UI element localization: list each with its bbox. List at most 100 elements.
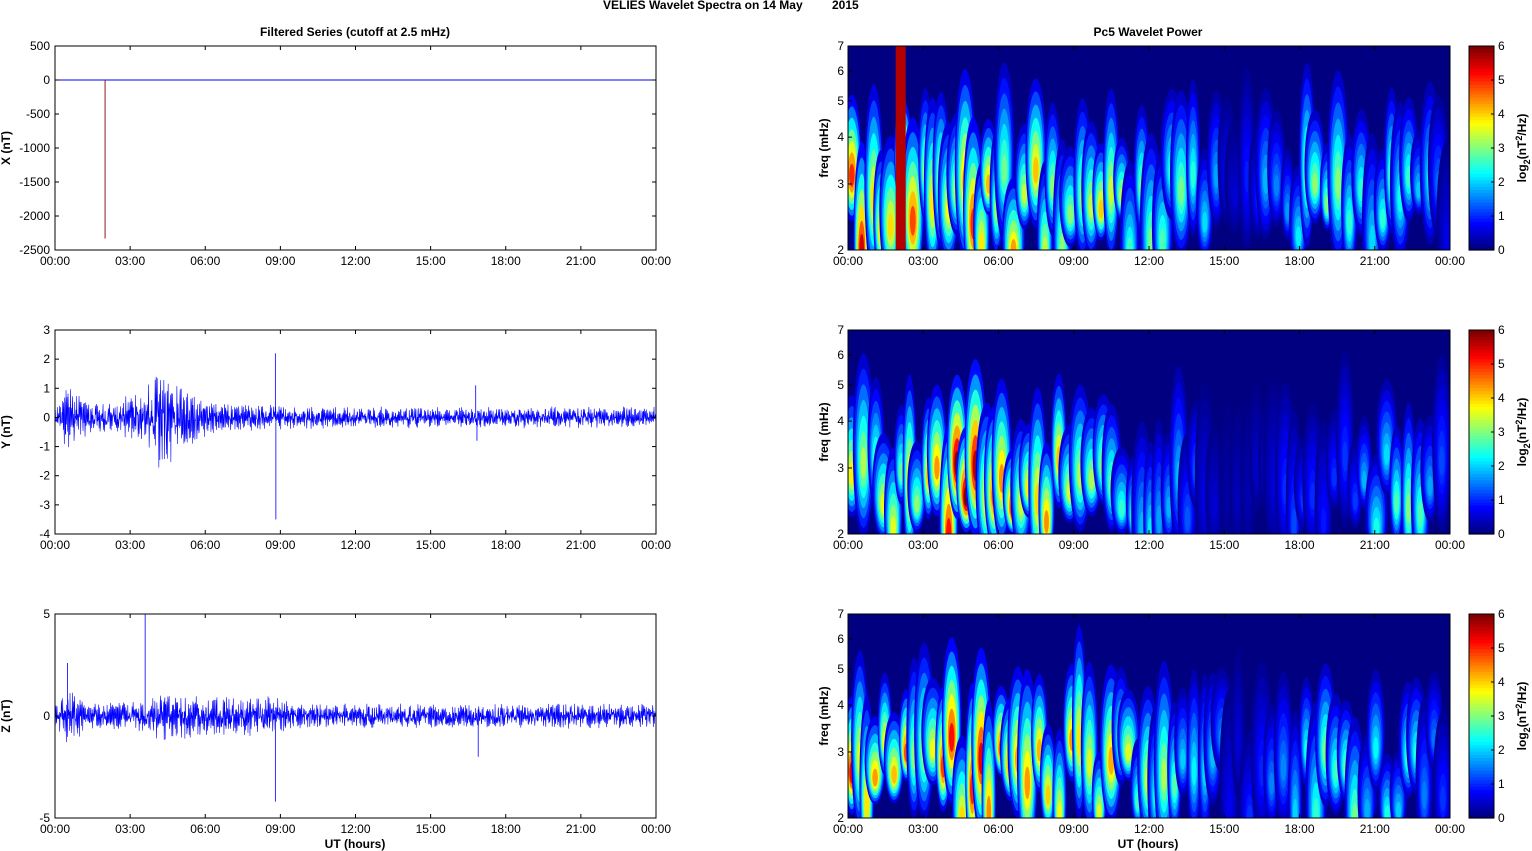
panel-z-wavelet-xtick-label: 12:00: [1134, 822, 1164, 836]
panel-y-wavelet-power-blob: [1439, 445, 1445, 476]
panel-y-wavelet-colorbar-cell: [1469, 489, 1494, 494]
panel-z-wavelet-colorbar-cell: [1469, 712, 1494, 717]
panel-x-wavelet-power-blob: [1202, 211, 1208, 233]
panel-z-wavelet-power-blob: [1421, 780, 1427, 810]
panel-z-wavelet-colorbar-tick-label: 4: [1498, 675, 1505, 689]
panel-z-wavelet-colorbar-cell: [1469, 802, 1494, 806]
panel-y-wavelet-colorbar-cell: [1469, 508, 1494, 513]
panel-x-wavelet-colorbar-cell: [1469, 227, 1494, 232]
panel-z-wavelet-colorbar-cell: [1469, 795, 1494, 800]
panel-z-wavelet-colorbar-cell: [1469, 760, 1494, 765]
panel-z-wavelet-colorbar-cell: [1469, 719, 1494, 723]
panel-y-wavelet-power-blob: [1044, 510, 1049, 534]
panel-y-wavelet-colorbar-cell: [1469, 518, 1494, 522]
panel-y-wavelet-colorbar-cell: [1469, 527, 1494, 532]
panel-x-series-xtick-label: 18:00: [491, 254, 521, 268]
panel-z-wavelet-colorbar-cell: [1469, 623, 1494, 628]
panel-y-wavelet-colorbar-label-part: 2: [1514, 420, 1524, 425]
panel-x-wavelet-power-blob: [1244, 160, 1250, 193]
panel-y-wavelet-colorbar-tick-label: 5: [1498, 357, 1505, 371]
panel-z-series-xtick-label: 15:00: [416, 822, 446, 836]
panel-x-wavelet-colorbar-cell: [1469, 179, 1494, 184]
panel-z-wavelet-xtick-label: 06:00: [983, 822, 1013, 836]
panel-x-wavelet-power-blob: [1159, 227, 1166, 250]
panel-x-wavelet-colorbar-cell: [1469, 90, 1494, 95]
panel-z-series-xtick-label: 21:00: [566, 822, 596, 836]
panel-z-wavelet-colorbar-label: log2(nT2/Hz): [1514, 682, 1532, 751]
panel-x-wavelet-colorbar-cell: [1469, 173, 1494, 178]
panel-z-wavelet-xtick-label: 00:00: [1435, 822, 1465, 836]
panel-z-wavelet-power-blob: [1226, 787, 1232, 818]
panel-z-wavelet-ytick-label: 2: [837, 811, 844, 825]
panel-x-wavelet-colorbar-cell: [1469, 192, 1494, 197]
panel-y-wavelet-colorbar-cell: [1469, 514, 1494, 519]
panel-z-wavelet-power-blob: [1292, 798, 1298, 818]
panel-x-wavelet-colorbar-cell: [1469, 160, 1494, 165]
panel-z-wavelet-colorbar-cell: [1469, 703, 1494, 708]
panel-x-wavelet-colorbar-cell: [1469, 237, 1494, 242]
panel-z-wavelet-power-blob: [1057, 801, 1062, 818]
left-column-title: Filtered Series (cutoff at 2.5 mHz): [260, 25, 450, 39]
panel-x-wavelet-xtick-label: 06:00: [983, 254, 1013, 268]
panel-z-wavelet-colorbar-label-part: (nT: [1515, 708, 1529, 727]
panel-z-series-xtick-label: 00:00: [40, 822, 70, 836]
panel-y-series-xtick-label: 12:00: [340, 538, 370, 552]
panel-z-wavelet-power-blob: [891, 765, 897, 784]
panel-z-wavelet-power-blob: [1161, 758, 1167, 792]
panel-x-wavelet-power-blob: [1190, 161, 1196, 189]
panel-z-wavelet-colorbar-cell: [1469, 700, 1494, 704]
panel-z-wavelet-colorbar-cell: [1469, 684, 1494, 688]
panel-z-series-xtick-label: 06:00: [190, 822, 220, 836]
panel-x-series-xtick-label: 06:00: [190, 254, 220, 268]
panel-z-wavelet-colorbar-cell: [1469, 709, 1494, 714]
panel-x-wavelet-xtick-label: 00:00: [1435, 254, 1465, 268]
panel-x-wavelet-power-band: [895, 46, 906, 250]
panel-x-wavelet-ytick-label: 2: [837, 243, 844, 257]
panel-z-wavelet-power-blob: [1024, 766, 1031, 800]
panel-y-series: 3 2 1 0 -1 -2 -3 -4 Y (nT): [0, 323, 657, 541]
panel-y-wavelet-power-blob: [1235, 484, 1240, 512]
panel-y-wavelet-power-blob: [899, 462, 904, 482]
panel-x-wavelet-colorbar-label-part: /Hz): [1515, 114, 1529, 136]
panel-y-series-ytick-label: -3: [39, 498, 50, 512]
panel-z-series-xtick-label: 09:00: [265, 822, 295, 836]
panel-x-wavelet-power-blob: [909, 205, 916, 236]
panel-z-wavelet-colorbar-cell: [1469, 754, 1494, 759]
panel-x-wavelet-colorbar-cell: [1469, 154, 1494, 159]
panel-y-wavelet-colorbar-cell: [1469, 358, 1494, 363]
panel-x-wavelet-colorbar-cell: [1469, 208, 1494, 213]
panel-z-wavelet-colorbar-cell: [1469, 614, 1494, 618]
panel-y-wavelet-xtick-label: 00:00: [833, 538, 863, 552]
panel-z-wavelet-ytick-label: 3: [837, 745, 844, 759]
panel-z-wavelet-colorbar-cell: [1469, 782, 1494, 787]
panel-y-wavelet-colorbar-cell: [1469, 467, 1494, 471]
panel-z-wavelet-colorbar-cell: [1469, 779, 1494, 784]
panel-y-wavelet-ytick-label: 3: [837, 461, 844, 475]
panel-y-series-xtick-label: 09:00: [265, 538, 295, 552]
panel-x-wavelet-colorbar-tick-label: 4: [1498, 107, 1505, 121]
panel-z-wavelet-power-blob: [1313, 798, 1319, 818]
panel-y-series-ytick-label: 1: [43, 381, 50, 395]
panel-y-wavelet-colorbar-tick-label: 2: [1498, 459, 1505, 473]
panel-x-wavelet-power-blob: [849, 163, 855, 187]
panel-z-wavelet-colorbar-label-part: /Hz): [1515, 682, 1529, 704]
panel-x-series-xtick-label: 15:00: [416, 254, 446, 268]
panel-x-wavelet-colorbar-cell: [1469, 87, 1494, 92]
panel-z-wavelet-colorbar-cell: [1469, 776, 1494, 781]
panel-x-wavelet-colorbar-cell: [1469, 167, 1494, 171]
panel-x-wavelet-colorbar-cell: [1469, 151, 1494, 155]
panel-x-series-ytick-label: 500: [30, 39, 50, 53]
panel-x-wavelet-power-blob: [1059, 233, 1065, 250]
panel-y-wavelet-colorbar-label-part: log: [1515, 448, 1529, 466]
figure-title-left: VELIES Wavelet Spectra on 14 May: [603, 0, 803, 12]
panel-x-wavelet-colorbar-cell: [1469, 97, 1494, 101]
panel-y-wavelet-colorbar-cell: [1469, 492, 1494, 497]
panel-z-wavelet-colorbar-cell: [1469, 655, 1494, 660]
panel-y-wavelet-colorbar-cell: [1469, 365, 1494, 369]
panel-y-wavelet-colorbar-cell: [1469, 381, 1494, 385]
panel-x-wavelet-power-blob: [1273, 174, 1280, 197]
panel-z-wavelet-power-blob: [1180, 748, 1186, 770]
panel-y-wavelet-xtick-label: 18:00: [1284, 538, 1314, 552]
